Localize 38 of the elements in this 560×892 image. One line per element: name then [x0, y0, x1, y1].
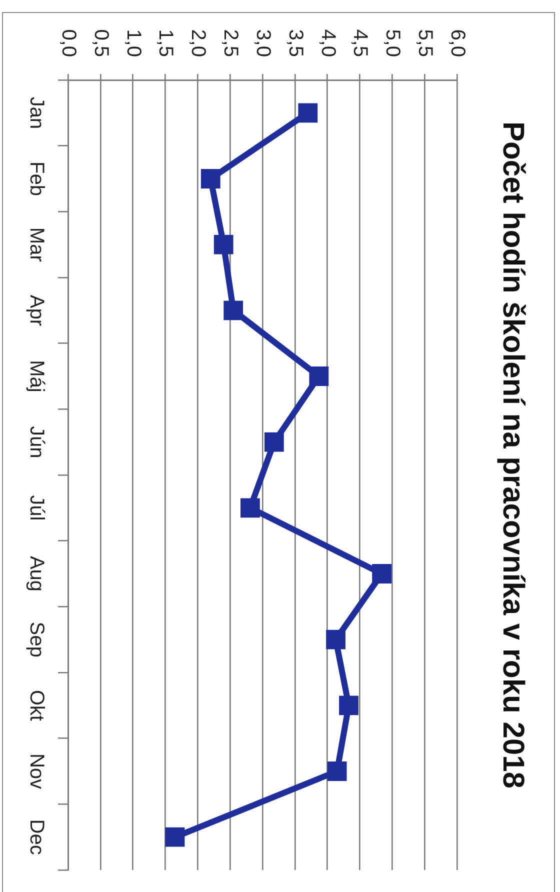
x-tick-label: 2,0 [187, 29, 210, 57]
x-tick-label: 3,5 [284, 29, 306, 57]
y-tick-label: Sep [25, 622, 48, 658]
y-tick-label: Okt [25, 690, 48, 722]
x-tick-label: 4,5 [349, 29, 372, 57]
point [339, 696, 358, 716]
y-tick-label: Jún [25, 426, 48, 458]
y-tick-label: Dec [25, 819, 48, 855]
x-tick-label: 3,0 [252, 29, 274, 57]
x-tick-label: 4,0 [316, 29, 339, 57]
point [214, 234, 234, 254]
y-tick-label: Mar [25, 227, 48, 262]
y-tick-label: Apr [25, 294, 48, 326]
x-tick-label: 0,5 [90, 29, 112, 57]
point [165, 827, 185, 847]
point [264, 432, 284, 452]
point [309, 366, 329, 386]
point [298, 103, 318, 123]
point [372, 564, 392, 584]
x-tick-label: 6,0 [446, 29, 468, 57]
y-tick-label: Júl [25, 495, 48, 521]
x-tick-label: 5,5 [414, 29, 436, 57]
point [200, 169, 220, 188]
x-tick-label: 1,0 [122, 29, 144, 57]
y-tick-label: Aug [25, 556, 48, 592]
y-tick-label: Nov [25, 753, 48, 790]
x-tick-label: 1,5 [154, 29, 177, 57]
x-tick-label: 2,5 [220, 29, 242, 57]
y-tick-label: Feb [25, 162, 48, 196]
point [224, 300, 244, 320]
point [327, 762, 347, 781]
x-tick-label: 0,0 [57, 29, 80, 57]
x-tick-label: 5,0 [382, 29, 404, 57]
point [240, 498, 260, 518]
y-tick-label: Máj [25, 360, 48, 392]
point [326, 630, 346, 650]
y-tick-label: Jan [25, 96, 48, 130]
text: Počet hodín školení na pracovníka v roku 2018 [496, 122, 530, 788]
